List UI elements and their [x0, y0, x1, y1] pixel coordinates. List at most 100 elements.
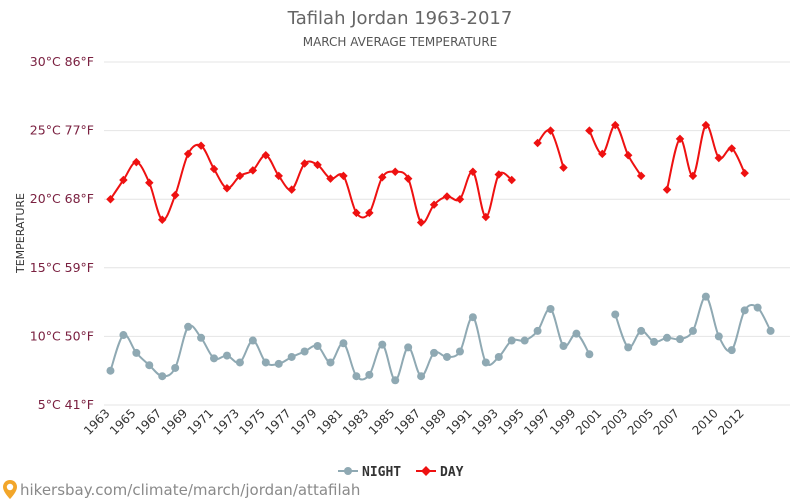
series-day-line — [588, 124, 642, 177]
night-point[interactable] — [391, 376, 400, 385]
day-point[interactable] — [106, 194, 115, 204]
night-point[interactable] — [650, 337, 659, 346]
series-day-line — [536, 128, 565, 168]
day-point[interactable] — [378, 173, 387, 182]
night-point[interactable] — [313, 342, 322, 351]
night-point[interactable] — [714, 332, 723, 341]
x-tick-label: 1977 — [262, 406, 293, 437]
night-point[interactable] — [546, 304, 555, 313]
night-point[interactable] — [119, 331, 128, 340]
day-point[interactable] — [287, 185, 296, 194]
day-point[interactable] — [339, 171, 348, 181]
night-point[interactable] — [663, 333, 672, 342]
night-point[interactable] — [339, 339, 348, 348]
night-point[interactable] — [533, 326, 542, 335]
night-point[interactable] — [145, 361, 154, 370]
day-point[interactable] — [145, 178, 154, 187]
day-point[interactable] — [158, 215, 167, 225]
night-point[interactable] — [766, 326, 775, 335]
y-tick-label: 30°C 86°F — [30, 54, 94, 69]
night-point[interactable] — [197, 333, 206, 342]
day-point[interactable] — [494, 170, 504, 179]
night-point[interactable] — [494, 352, 503, 361]
day-point[interactable] — [274, 171, 283, 181]
night-point[interactable] — [585, 350, 594, 359]
night-point[interactable] — [184, 322, 193, 331]
night-point[interactable] — [417, 372, 426, 381]
day-point[interactable] — [442, 192, 452, 201]
day-point[interactable] — [546, 126, 555, 135]
night-point[interactable] — [365, 370, 374, 379]
footer-link[interactable]: hikersbay.com/climate/march/jordan/attaf… — [20, 481, 360, 499]
night-point[interactable] — [559, 342, 568, 351]
day-point[interactable] — [196, 141, 206, 150]
day-point[interactable] — [352, 208, 361, 218]
day-point[interactable] — [313, 160, 322, 170]
night-point[interactable] — [404, 343, 413, 352]
night-point[interactable] — [171, 363, 180, 372]
day-point[interactable] — [222, 183, 232, 193]
night-point[interactable] — [430, 348, 439, 357]
night-point[interactable] — [443, 352, 451, 361]
day-point[interactable] — [326, 174, 335, 183]
legend[interactable]: NIGHT DAY — [338, 465, 464, 480]
night-point[interactable] — [753, 303, 762, 312]
night-point[interactable] — [300, 347, 309, 356]
day-point[interactable] — [261, 151, 271, 160]
night-point[interactable] — [210, 354, 219, 363]
day-point[interactable] — [300, 159, 309, 168]
night-point[interactable] — [248, 336, 257, 345]
day-point[interactable] — [481, 212, 491, 222]
night-point[interactable] — [274, 359, 283, 368]
night-point[interactable] — [624, 343, 633, 352]
night-point[interactable] — [675, 335, 684, 344]
night-point[interactable] — [158, 372, 167, 381]
night-point[interactable] — [740, 306, 749, 315]
night-point[interactable] — [261, 358, 270, 367]
night-point[interactable] — [507, 336, 516, 345]
day-point[interactable] — [559, 163, 568, 172]
night-point[interactable] — [611, 310, 620, 319]
night-point[interactable] — [468, 313, 477, 322]
legend-item-night[interactable]: NIGHT — [338, 465, 401, 480]
day-point[interactable] — [119, 175, 128, 185]
day-point[interactable] — [455, 194, 465, 204]
day-point[interactable] — [248, 166, 258, 175]
night-point[interactable] — [637, 326, 646, 335]
night-point[interactable] — [727, 346, 736, 355]
night-point[interactable] — [326, 358, 335, 367]
legend-item-day[interactable]: DAY — [416, 465, 464, 480]
day-point[interactable] — [365, 208, 374, 218]
footer[interactable]: hikersbay.com/climate/march/jordan/attaf… — [3, 480, 360, 499]
night-point[interactable] — [688, 326, 697, 335]
day-point[interactable] — [585, 126, 594, 135]
day-point[interactable] — [132, 157, 141, 167]
day-point[interactable] — [662, 185, 672, 194]
day-point[interactable] — [235, 171, 245, 181]
day-point[interactable] — [740, 168, 749, 178]
day-point[interactable] — [714, 153, 724, 163]
night-point[interactable] — [235, 358, 244, 367]
night-point[interactable] — [106, 366, 115, 375]
night-point[interactable] — [132, 348, 141, 357]
day-point[interactable] — [390, 167, 400, 177]
night-point[interactable] — [481, 358, 490, 367]
night-point[interactable] — [572, 329, 581, 338]
night-point[interactable] — [352, 372, 361, 381]
day-point[interactable] — [403, 174, 413, 183]
night-point[interactable] — [378, 340, 387, 349]
day-point[interactable] — [429, 200, 439, 209]
night-point[interactable] — [701, 292, 710, 301]
day-point[interactable] — [209, 164, 219, 174]
day-point[interactable] — [170, 190, 180, 200]
night-point[interactable] — [287, 352, 296, 361]
night-point[interactable] — [455, 347, 464, 356]
day-point[interactable] — [416, 218, 426, 227]
x-tick-label: 1995 — [495, 406, 526, 437]
night-point[interactable] — [222, 351, 231, 360]
day-point[interactable] — [623, 151, 633, 160]
x-tick-label: 1967 — [133, 406, 164, 437]
day-point[interactable] — [183, 149, 193, 159]
day-point[interactable] — [468, 167, 478, 177]
night-point[interactable] — [520, 336, 529, 345]
